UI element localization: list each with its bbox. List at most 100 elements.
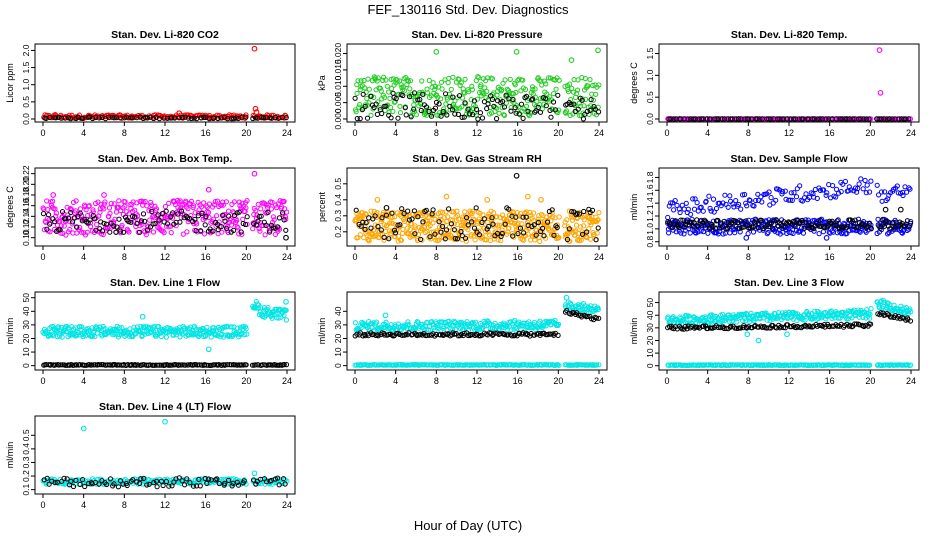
data-point	[388, 96, 392, 100]
data-point	[794, 195, 798, 199]
x-tick-label: 4	[393, 128, 398, 138]
data-point	[355, 91, 359, 95]
data-point	[771, 201, 775, 205]
outlier-point	[206, 187, 211, 192]
y-tick-label: 1.6	[645, 184, 655, 196]
data-point	[398, 111, 402, 115]
data-point	[728, 194, 732, 198]
y-axis-label: percent	[317, 191, 327, 222]
series-zero-line	[666, 363, 913, 368]
data-point	[861, 187, 865, 191]
data-point	[463, 77, 467, 81]
x-tick-label: 16	[201, 252, 211, 262]
data-point	[688, 231, 692, 235]
data-point	[164, 335, 168, 339]
data-point	[420, 79, 424, 83]
outlier-point	[883, 207, 888, 212]
series-main	[665, 298, 913, 343]
points-layer	[42, 46, 289, 120]
x-tick-label: 4	[705, 376, 710, 386]
outlier-point	[375, 198, 380, 203]
y-tick-label: 20	[645, 335, 655, 345]
data-point	[400, 231, 404, 235]
x-tick-label: 8	[746, 128, 751, 138]
y-tick-label: 0.22	[21, 165, 31, 182]
data-point	[169, 231, 173, 235]
plot-frame	[659, 44, 919, 122]
x-tick-label: 24	[594, 128, 604, 138]
x-tick-label: 24	[282, 500, 292, 510]
outlier-point	[252, 171, 257, 176]
x-tick-label: 24	[906, 128, 916, 138]
data-point	[774, 198, 778, 202]
y-axis-label: ml/min	[629, 194, 639, 221]
x-tick-label: 0	[40, 376, 45, 386]
data-point	[701, 209, 705, 213]
data-point	[353, 321, 357, 325]
data-point	[588, 237, 592, 241]
data-point	[865, 183, 869, 187]
data-point	[792, 191, 796, 195]
data-point	[783, 189, 787, 193]
x-tick-label: 4	[81, 376, 86, 386]
x-tick-label: 4	[81, 252, 86, 262]
x-tick-label: 8	[122, 376, 127, 386]
outlier-point	[514, 50, 519, 55]
data-point	[444, 102, 448, 106]
data-point	[497, 111, 501, 115]
x-tick-label: 16	[513, 252, 523, 262]
panel-title: Stan. Dev. Amb. Box Temp.	[98, 153, 233, 165]
x-tick-label: 4	[393, 252, 398, 262]
data-point	[406, 320, 410, 324]
data-point	[391, 91, 395, 95]
outlier-point	[745, 332, 750, 337]
panel-title: Stan. Dev. Li-820 Pressure	[411, 29, 542, 41]
data-point	[167, 201, 171, 205]
data-point	[203, 223, 207, 227]
y-tick-label: 0	[333, 363, 343, 368]
panel-title: Stan. Dev. Line 2 Flow	[422, 277, 533, 289]
data-point	[495, 117, 499, 121]
data-point	[47, 213, 51, 217]
data-point	[215, 214, 219, 218]
data-point	[108, 230, 112, 234]
x-tick-label: 0	[352, 376, 357, 386]
data-point	[581, 117, 585, 121]
data-point	[284, 318, 288, 322]
x-tick-label: 12	[160, 376, 170, 386]
data-point	[597, 211, 601, 215]
x-tick-label: 0	[352, 252, 357, 262]
x-tick-label: 16	[201, 500, 211, 510]
x-tick-label: 4	[81, 500, 86, 510]
outlier-point	[284, 235, 289, 240]
x-tick-label: 16	[201, 128, 211, 138]
panel-title: Stan. Dev. Li-820 CO2	[111, 29, 219, 41]
data-point	[455, 222, 459, 226]
data-point	[232, 200, 236, 204]
outlier-point	[878, 91, 883, 96]
x-tick-label: 24	[594, 376, 604, 386]
x-tick-label: 0	[40, 128, 45, 138]
x-tick-label: 8	[434, 252, 439, 262]
x-tick-label: 16	[825, 128, 835, 138]
data-point	[78, 207, 82, 211]
x-tick-label: 20	[241, 500, 251, 510]
y-tick-label: 20	[333, 333, 343, 343]
figure-x-axis-label: Hour of Day (UTC)	[414, 518, 522, 533]
series-zero-line	[353, 363, 601, 368]
outlier-point	[785, 332, 790, 337]
data-point	[447, 207, 451, 211]
y-tick-label: 0.0	[645, 113, 655, 125]
y-tick-label: 30	[333, 320, 343, 330]
y-tick-label: 0.020	[333, 43, 343, 65]
data-point	[859, 177, 863, 181]
x-tick-label: 24	[282, 252, 292, 262]
x-tick-label: 24	[282, 128, 292, 138]
points-layer	[665, 298, 913, 367]
panel-title: Stan. Dev. Line 3 Flow	[734, 277, 845, 289]
y-tick-label: 50	[645, 298, 655, 308]
x-tick-label: 12	[160, 500, 170, 510]
x-tick-label: 8	[434, 376, 439, 386]
series-main	[41, 171, 289, 237]
